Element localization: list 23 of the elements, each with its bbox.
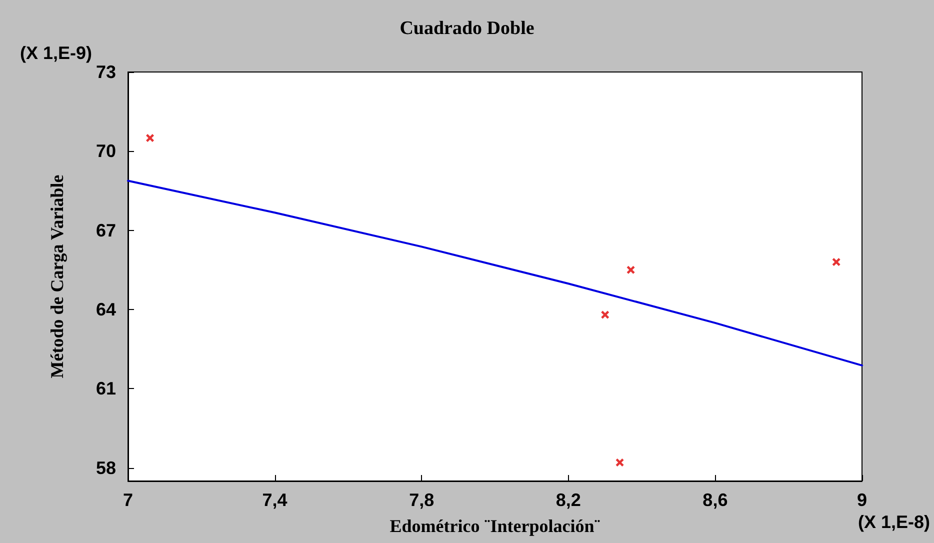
y-tick-label: 67 [96, 220, 116, 240]
x-tick-label: 8,6 [702, 490, 728, 510]
text: (X 1,E-8) [858, 512, 930, 532]
text: (X 1,E-9) [20, 43, 92, 63]
y-tick-label: 61 [96, 378, 116, 399]
x-tick-label: 7,8 [409, 490, 434, 510]
y-tick-label: 64 [96, 299, 116, 320]
point [616, 458, 624, 467]
point [832, 258, 840, 266]
x-tick-label: 8,2 [556, 490, 581, 510]
point [626, 266, 635, 274]
chart-title: Cuadrado Doble [400, 18, 534, 39]
y-tick-label: 58 [96, 458, 116, 478]
y-tick-label: 73 [96, 62, 116, 82]
x-tick-label: 7 [122, 490, 134, 510]
y-axis-title: Método de Carga Variable [47, 174, 67, 378]
point [146, 134, 154, 142]
point [601, 310, 610, 319]
x-axis-title: Edométrico ¨Interpolación¨ [390, 516, 600, 536]
x-tick-label: 7,4 [262, 490, 288, 510]
x-tick-label: 9 [856, 490, 868, 510]
y-tick-label: 70 [96, 141, 116, 162]
line-series [127, 180, 863, 366]
